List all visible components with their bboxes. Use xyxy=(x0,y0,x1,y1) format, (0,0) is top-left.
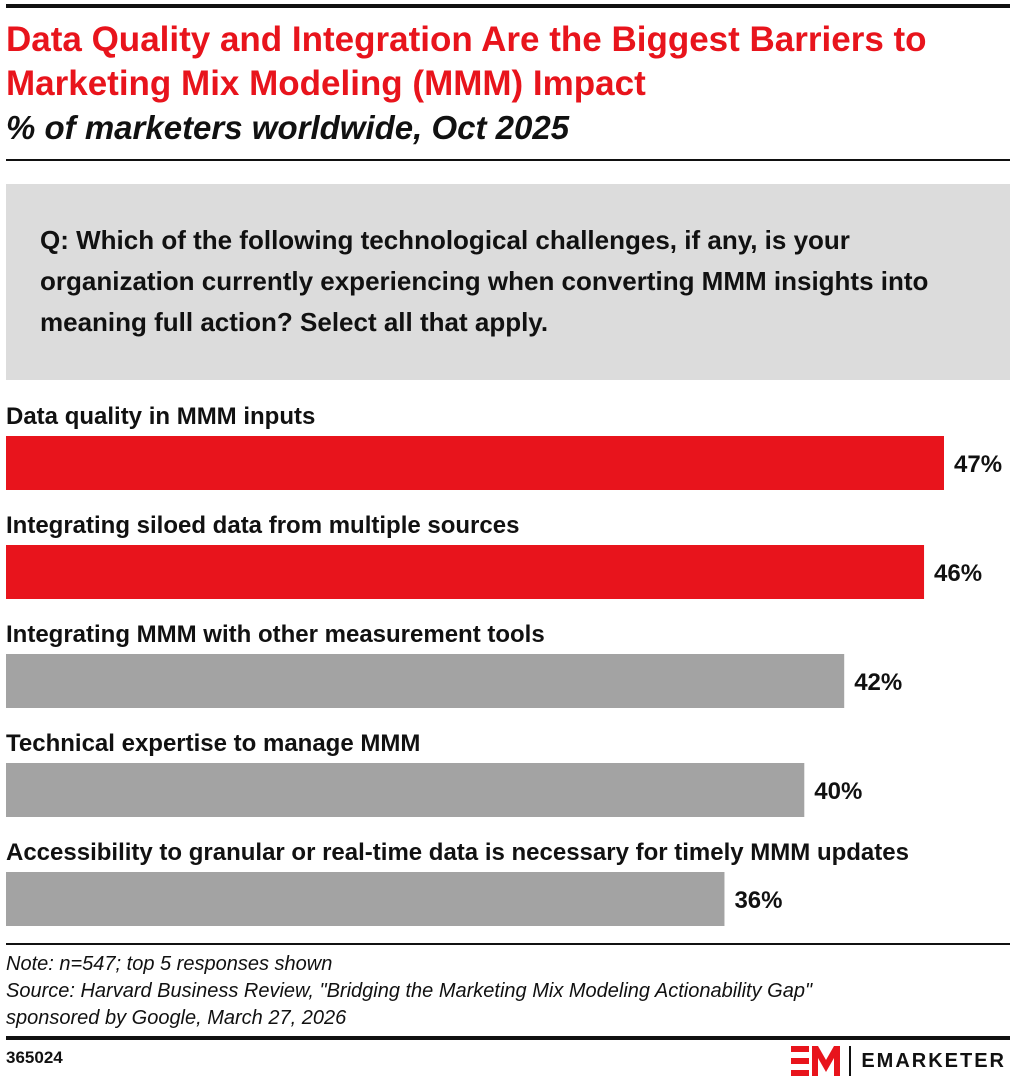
bar xyxy=(6,872,725,926)
bar xyxy=(6,436,944,490)
bar xyxy=(6,654,845,708)
category-label: Data quality in MMM inputs xyxy=(6,403,315,430)
bar-value-label: 42% xyxy=(854,669,902,696)
chart-subtitle: % of marketers worldwide, Oct 2025 xyxy=(6,109,570,146)
category-label: Accessibility to granular or real-time d… xyxy=(6,839,909,866)
emarketer-logo: EMARKETER xyxy=(791,1044,1006,1078)
bar-value-label: 46% xyxy=(934,560,982,587)
bar-value-label: 36% xyxy=(734,887,782,914)
em-logo-icon xyxy=(791,1046,841,1076)
chart-notes: Note: n=547; top 5 responses shown Sourc… xyxy=(6,951,1010,1032)
source-text-continued: sponsored by Google, March 27, 2026 xyxy=(6,1007,347,1029)
brand-wordmark: EMARKETER xyxy=(861,1049,1006,1072)
survey-question: Q: Which of the following technological … xyxy=(40,225,929,337)
category-label: Integrating MMM with other measurement t… xyxy=(6,621,545,648)
top-rule xyxy=(6,4,1010,8)
chart-title: Data Quality and Integration Are the Big… xyxy=(6,20,927,103)
footer-rule xyxy=(6,1036,1010,1040)
bar xyxy=(6,545,925,599)
chart-id: 365024 xyxy=(6,1048,63,1067)
bar-value-label: 47% xyxy=(954,451,1002,478)
question-box: Q: Which of the following technological … xyxy=(6,184,1010,380)
bar-value-label: 40% xyxy=(814,778,862,805)
source-text: Source: Harvard Business Review, "Bridgi… xyxy=(6,980,813,1002)
logo-e-bar-top xyxy=(791,1046,810,1052)
bar-chart: Data quality in MMM inputs 47% Integrating… xyxy=(6,403,1002,926)
logo-e-bar-bottom xyxy=(791,1070,810,1076)
bar xyxy=(6,763,805,817)
note-text: Note: n=547; top 5 responses shown xyxy=(6,953,333,975)
category-label: Technical expertise to manage MMM xyxy=(6,730,420,757)
logo-m-shape xyxy=(812,1046,841,1076)
category-label: Integrating siloed data from multiple so… xyxy=(6,512,519,539)
logo-e-bar-middle xyxy=(791,1058,810,1064)
header-divider xyxy=(6,159,1010,161)
logo-separator xyxy=(849,1046,852,1076)
notes-divider xyxy=(6,943,1010,945)
